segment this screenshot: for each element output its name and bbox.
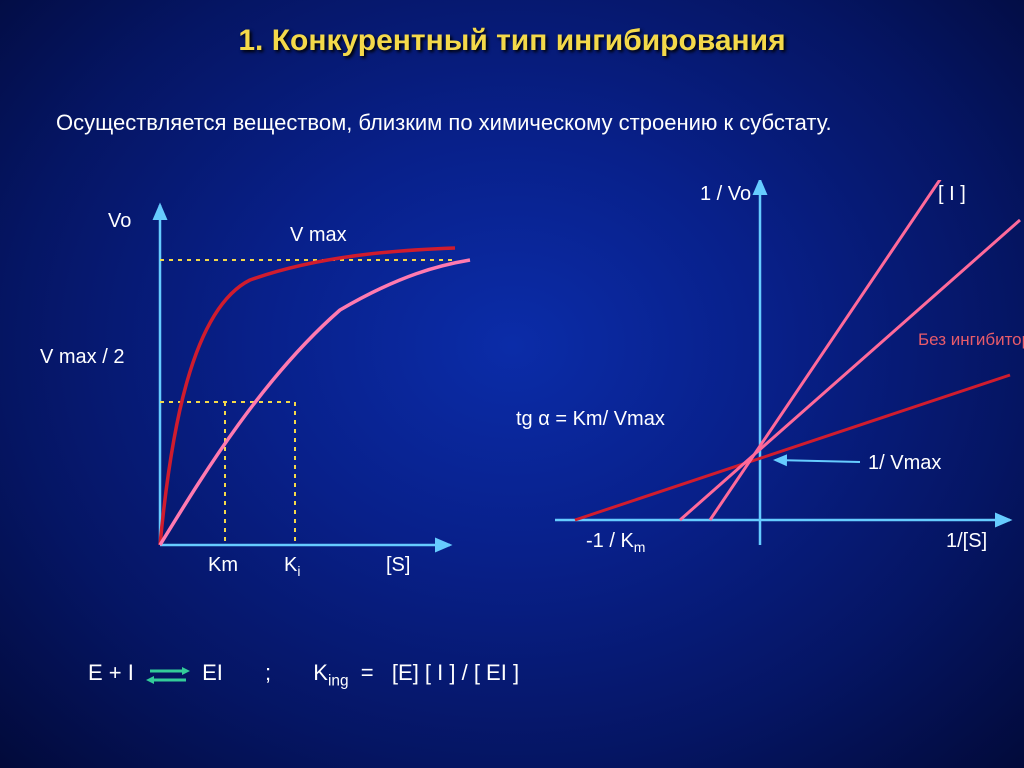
- lb-line-mid-inhibitor: [680, 220, 1020, 520]
- left-chart-svg: [0, 180, 1024, 600]
- label-1-over-vo: 1 / Vo: [700, 183, 751, 206]
- label-s: [S]: [386, 554, 410, 577]
- label-no-inhibitor: Без ингибитор: [918, 330, 1024, 350]
- slide: 1. Конкурентный тип ингибирования Осущес…: [0, 0, 1024, 768]
- slide-subtitle: Осуществляется веществом, близким по хим…: [56, 108, 984, 138]
- slide-title: 1. Конкурентный тип ингибирования: [0, 24, 1024, 58]
- label-vmax: V max: [290, 224, 347, 247]
- equation-row: E + I EI ; King = [E] [ I ] / [ EI ]: [88, 660, 519, 690]
- label-tg-alpha: tg α = Km/ Vmax: [516, 408, 665, 431]
- eq-sep: ;: [265, 660, 271, 685]
- label-ki: Ki: [284, 554, 300, 579]
- vmax-pointer-arrow: [775, 460, 860, 462]
- label-km: Km: [208, 554, 238, 577]
- label-1-over-vmax: 1/ Vmax: [868, 452, 941, 475]
- eq-rhs: EI: [202, 660, 223, 685]
- label-neg-1-over-km: -1 / Km: [586, 530, 645, 555]
- charts-container: Vo V max V max / 2 Km Ki [S] 1 / Vo [ I …: [0, 180, 1024, 600]
- label-vo: Vo: [108, 210, 131, 233]
- label-I: [ I ]: [938, 183, 966, 206]
- reversible-arrows-icon: [146, 661, 190, 687]
- label-vmax-half: V max / 2: [40, 346, 124, 369]
- eq-lhs: E + I: [88, 660, 134, 685]
- label-1-over-s: 1/[S]: [946, 530, 987, 553]
- eq-king: King = [E] [ I ] / [ EI ]: [313, 660, 519, 685]
- curve-no-inhibitor: [160, 248, 455, 545]
